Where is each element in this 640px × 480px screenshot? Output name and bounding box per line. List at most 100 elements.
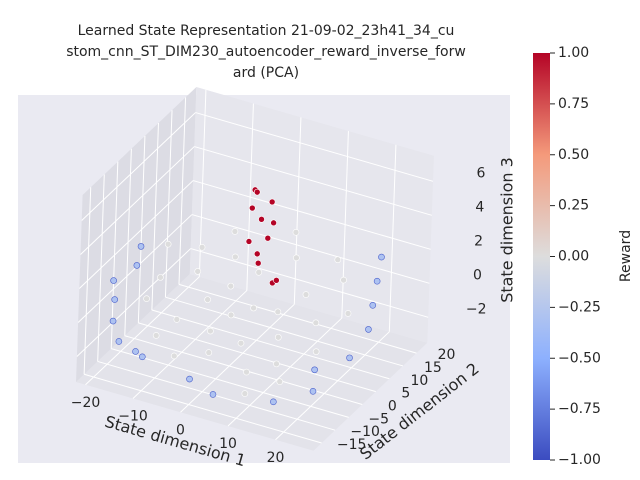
point [241, 390, 249, 397]
grid-line [195, 112, 434, 182]
colorbar-tick-label: −0.50 [558, 350, 601, 366]
grid-line [124, 335, 363, 405]
point [139, 353, 146, 361]
point [312, 348, 320, 355]
point [198, 243, 206, 251]
grid-line [78, 180, 194, 289]
grid-line [83, 373, 322, 444]
point [258, 215, 265, 223]
point [274, 333, 282, 341]
z-tick-label: 2 [474, 233, 483, 249]
y-tick-label: 20 [438, 347, 456, 363]
grid-line [227, 317, 343, 427]
title-line: ard (PCA) [233, 65, 299, 81]
point [369, 301, 377, 309]
point [152, 332, 160, 339]
point [204, 296, 211, 303]
point [365, 326, 372, 333]
y-tick-label: 0 [388, 398, 397, 414]
x-tick-label: 20 [267, 450, 285, 466]
colorbar-tick-label: 0.00 [558, 249, 589, 265]
point [232, 253, 239, 261]
colorbar [533, 53, 550, 460]
point [373, 277, 381, 285]
point [312, 319, 320, 327]
colorbar-label: Reward [618, 230, 634, 282]
grid-line [190, 248, 429, 318]
grid-line [191, 214, 430, 284]
point [245, 238, 253, 245]
point [311, 366, 318, 374]
colorbar-tick-label: 0.50 [558, 147, 589, 163]
y-tick-label: 15 [424, 360, 442, 376]
point [132, 348, 139, 355]
point [378, 253, 385, 261]
point [254, 259, 262, 267]
colorbar-tick-label: 0.25 [558, 198, 589, 214]
point [264, 234, 272, 242]
point [173, 316, 181, 323]
colorbar-tick-label: 1.00 [558, 45, 589, 61]
grid-line [192, 180, 431, 250]
z-axis-label: State dimension 3 [498, 157, 517, 303]
grid-line [138, 322, 376, 393]
point [253, 188, 261, 196]
point [346, 354, 353, 362]
point [133, 262, 141, 269]
point [205, 349, 213, 356]
grid-line [151, 309, 390, 380]
y-tick-label: 5 [401, 386, 410, 402]
point [110, 277, 117, 284]
x-tick-label: 10 [219, 436, 237, 452]
colorbar-tick-label: −0.75 [558, 401, 601, 417]
title-line: stom_cnn_ST_DIM230_autoencoder_reward_in… [66, 44, 466, 60]
z-tick-label: 4 [475, 199, 484, 215]
grid-line [80, 146, 195, 255]
grid-line [275, 331, 390, 441]
grid-line [165, 296, 404, 367]
point [273, 277, 280, 284]
point [111, 296, 118, 303]
y-tick-label: −5 [368, 411, 389, 427]
point [270, 219, 277, 227]
point [207, 327, 214, 335]
point [270, 398, 277, 406]
point [293, 254, 300, 262]
grid-line [132, 290, 248, 399]
x-tick-label: −10 [118, 409, 148, 425]
point [334, 256, 342, 264]
point [209, 391, 217, 398]
colorbar-tick-label: 0.75 [558, 96, 589, 112]
point [170, 352, 178, 360]
x-tick-label: 0 [176, 422, 185, 438]
point [253, 250, 261, 258]
z-tick-label: 0 [473, 267, 482, 283]
point [309, 387, 317, 395]
colorbar-tick-label: −0.25 [558, 299, 601, 315]
y-tick-label: 10 [410, 373, 428, 389]
point [143, 295, 150, 303]
grid-line [76, 248, 192, 357]
grid-line [178, 283, 417, 354]
y-tick-label: −10 [350, 424, 380, 440]
point [194, 268, 202, 275]
point [274, 308, 282, 316]
point [109, 317, 117, 325]
point [227, 282, 235, 290]
point [302, 291, 310, 298]
colorbar-tick-label: −1.00 [558, 452, 601, 468]
point [344, 310, 352, 317]
x-tick-label: −20 [71, 395, 101, 411]
z-tick-label: 6 [477, 165, 486, 181]
point [250, 304, 257, 312]
point [340, 276, 347, 284]
grid-line [97, 360, 336, 431]
point [273, 360, 280, 368]
point [237, 339, 245, 347]
point [255, 268, 263, 276]
point [186, 375, 193, 383]
point [227, 311, 235, 319]
point [276, 378, 284, 385]
